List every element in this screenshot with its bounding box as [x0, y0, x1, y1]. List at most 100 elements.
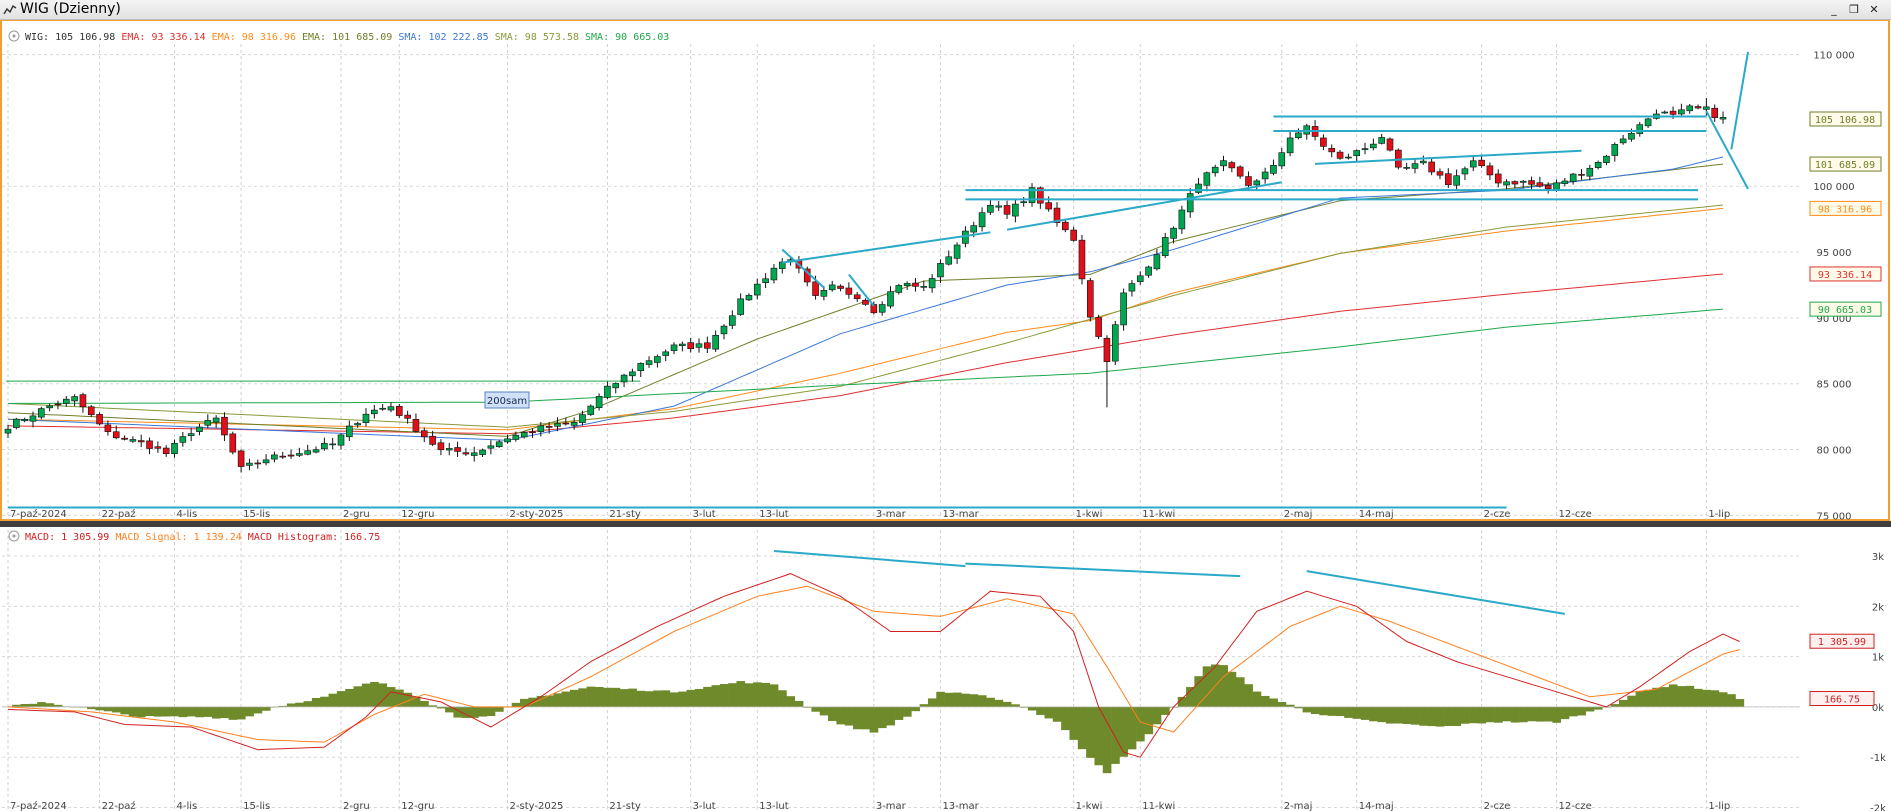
date-tick-label: 13-lut [759, 509, 788, 520]
histogram-bar [170, 706, 179, 717]
histogram-bar [411, 696, 421, 707]
histogram-bar [1027, 706, 1037, 711]
histogram-bar [1061, 706, 1070, 731]
restore-button[interactable]: ❐ [1849, 3, 1859, 16]
trendline [773, 550, 966, 568]
histogram-bar [303, 701, 313, 707]
candle-body [1536, 182, 1544, 187]
candle-body [1020, 201, 1027, 204]
histogram-bar [1369, 706, 1378, 722]
histogram-bar [470, 706, 479, 718]
candle-body [387, 406, 395, 411]
histogram-bar [1685, 685, 1695, 707]
macd-legend-icon[interactable] [8, 530, 20, 542]
candle-body [1278, 152, 1286, 167]
panel-splitter[interactable] [0, 521, 1891, 527]
candle-body [79, 394, 87, 408]
candle-body [504, 438, 511, 443]
candle-body [279, 455, 287, 458]
candle-body [1353, 150, 1361, 157]
candle-body [1037, 187, 1044, 204]
histogram-bar [45, 703, 55, 707]
date-tick-label: 2-gru [343, 509, 370, 520]
date-tick-label: 12-cze [1559, 509, 1592, 520]
histogram-bar [137, 706, 146, 718]
histogram-bar [544, 695, 554, 707]
ma-line [7, 207, 1724, 431]
histogram-bar [1452, 706, 1462, 726]
histogram-bar [636, 690, 646, 707]
minimize-button[interactable]: _ [1831, 3, 1837, 16]
annotation-box[interactable] [484, 391, 530, 409]
macd-badge [1809, 633, 1875, 649]
candle-body [1461, 168, 1469, 175]
price-legend: WIG: 105 106.98 EMA: 93 336.14 EMA: 98 3… [25, 32, 669, 43]
histogram-bar [886, 706, 895, 726]
macd-badge [1809, 691, 1875, 707]
histogram-bar [345, 688, 354, 707]
histogram-bar [1652, 687, 1661, 707]
histogram-bar [594, 687, 604, 707]
candle-body [529, 431, 536, 434]
macd-trendlines[interactable] [773, 550, 1566, 615]
histogram-bar [994, 699, 1004, 707]
histogram-bar [486, 706, 496, 717]
legend-value: 98 573.58 [519, 32, 585, 43]
histogram-bar [1377, 706, 1387, 723]
histogram-bar [511, 702, 521, 707]
candle-body [154, 446, 162, 449]
candle-body [1236, 166, 1244, 177]
candle-body [429, 435, 436, 445]
candle-body [1320, 137, 1327, 147]
candle-body [895, 285, 903, 293]
date-tick-label: 11-kwi [1142, 801, 1175, 811]
candle-body [704, 342, 711, 349]
candle-body [878, 304, 886, 313]
candle-body [1111, 324, 1119, 362]
histogram-bar [1519, 706, 1528, 723]
candle-body [1444, 173, 1452, 185]
candle-body [487, 445, 495, 449]
histogram-bar [1569, 706, 1578, 717]
price-trendlines[interactable] [8, 51, 1749, 509]
candle-body [520, 432, 528, 438]
candle-body [346, 425, 353, 438]
histogram-bar [1094, 706, 1104, 766]
price-badge [1809, 111, 1882, 127]
candle-body [229, 433, 237, 453]
histogram-bar [395, 689, 404, 707]
candle-body [362, 413, 370, 423]
histogram-bar [1593, 706, 1603, 710]
histogram-bar [1727, 694, 1736, 707]
date-tick-label: 2-sty-2025 [510, 801, 564, 811]
chart-app-icon [3, 4, 17, 15]
close-button[interactable]: ✕ [1869, 3, 1879, 16]
histogram-bar [1577, 706, 1586, 716]
candle-body [1503, 181, 1510, 186]
candle-body [1403, 167, 1410, 169]
candle-body [562, 422, 570, 425]
histogram-bar [1294, 706, 1303, 709]
histogram-bar [603, 687, 612, 707]
legend-label: MACD: [25, 532, 55, 543]
histogram-bar [711, 685, 721, 707]
histogram-bar [1535, 706, 1545, 722]
price-legend-icon[interactable] [8, 30, 20, 42]
candle-body [928, 278, 936, 289]
date-tick-label: 1-lip [1708, 509, 1730, 520]
histogram-bar [261, 706, 271, 711]
chart-area[interactable]: 75 000 80 000 85 000 90 000 95 000 100 000 110… [0, 20, 1891, 811]
candle-body [1128, 283, 1136, 292]
histogram-bar [370, 681, 379, 707]
price-tick-label: 90 000 [1817, 314, 1852, 325]
candle-body [412, 419, 420, 432]
legend-label: SMA: [398, 32, 422, 43]
candle-body [945, 256, 953, 265]
macd-tick-label: -1k [1870, 753, 1886, 764]
candle-body [670, 344, 678, 351]
candle-body [1519, 180, 1527, 183]
histogram-bar [1269, 698, 1278, 707]
histogram-bar [1544, 706, 1553, 722]
candle-body [470, 452, 478, 456]
candle-body [1203, 172, 1211, 186]
